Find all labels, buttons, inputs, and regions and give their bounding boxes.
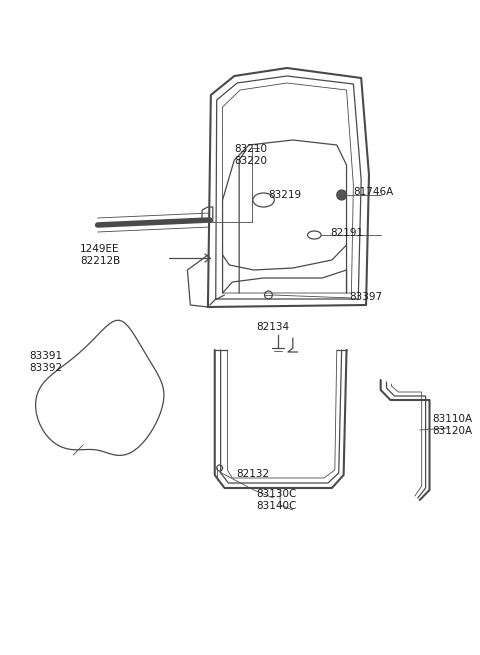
Text: 83391
83392: 83391 83392	[29, 351, 62, 373]
Text: 81746A: 81746A	[353, 187, 394, 197]
Text: 83210
83220: 83210 83220	[234, 144, 267, 166]
Text: 82132: 82132	[236, 469, 269, 479]
Text: 1249EE
82212B: 1249EE 82212B	[80, 244, 120, 266]
Text: 83219: 83219	[268, 190, 301, 200]
Circle shape	[337, 190, 347, 200]
Text: 82134: 82134	[256, 322, 289, 332]
Text: 83130C
83140C: 83130C 83140C	[256, 489, 296, 511]
Text: 83110A
83120A: 83110A 83120A	[432, 414, 472, 436]
Text: 83397: 83397	[349, 292, 383, 302]
Text: 82191: 82191	[330, 228, 363, 238]
